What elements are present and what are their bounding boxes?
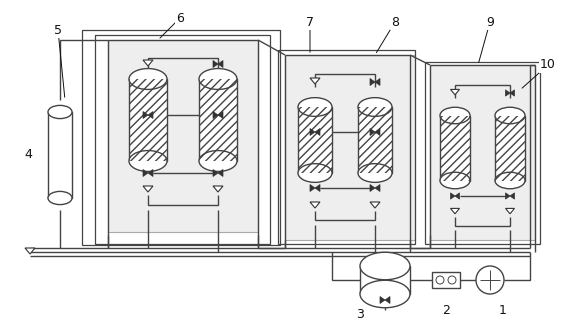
Polygon shape <box>213 60 218 68</box>
Bar <box>129 79 167 161</box>
Polygon shape <box>310 78 320 84</box>
Ellipse shape <box>48 105 72 119</box>
Bar <box>430 65 535 240</box>
Text: 6: 6 <box>176 11 184 24</box>
Polygon shape <box>506 208 515 214</box>
Bar <box>199 79 237 161</box>
Polygon shape <box>450 193 455 199</box>
Ellipse shape <box>199 69 237 89</box>
Bar <box>440 115 470 180</box>
Ellipse shape <box>129 150 167 172</box>
Polygon shape <box>143 111 148 119</box>
Ellipse shape <box>129 69 167 89</box>
Polygon shape <box>310 185 315 191</box>
Ellipse shape <box>495 107 525 124</box>
Circle shape <box>448 276 456 284</box>
Bar <box>495 115 525 180</box>
Circle shape <box>476 266 504 294</box>
Bar <box>285 55 415 240</box>
Ellipse shape <box>298 98 332 116</box>
Polygon shape <box>375 79 380 85</box>
Text: 3: 3 <box>356 308 364 321</box>
Polygon shape <box>450 89 459 95</box>
Ellipse shape <box>358 98 392 116</box>
Polygon shape <box>213 170 218 176</box>
Polygon shape <box>370 185 375 191</box>
Polygon shape <box>370 202 380 208</box>
Polygon shape <box>510 90 515 96</box>
Bar <box>358 107 392 173</box>
Polygon shape <box>218 111 223 119</box>
Bar <box>360 266 410 294</box>
Text: 5: 5 <box>54 23 62 36</box>
Polygon shape <box>510 193 515 199</box>
Circle shape <box>436 276 444 284</box>
Polygon shape <box>375 128 380 136</box>
Bar <box>495 115 525 180</box>
Polygon shape <box>380 296 385 304</box>
Bar <box>108 40 258 232</box>
Polygon shape <box>143 186 153 192</box>
Polygon shape <box>450 208 459 214</box>
Text: 2: 2 <box>442 304 450 317</box>
Ellipse shape <box>358 164 392 182</box>
Ellipse shape <box>298 164 332 182</box>
Ellipse shape <box>360 280 410 308</box>
Polygon shape <box>148 170 153 176</box>
Ellipse shape <box>360 252 410 280</box>
Ellipse shape <box>199 150 237 172</box>
Ellipse shape <box>495 172 525 189</box>
Polygon shape <box>385 296 390 304</box>
Polygon shape <box>315 185 320 191</box>
Bar <box>298 107 332 173</box>
Ellipse shape <box>440 107 470 124</box>
Polygon shape <box>143 60 153 66</box>
Text: 1: 1 <box>499 304 507 317</box>
Polygon shape <box>375 185 380 191</box>
Polygon shape <box>315 128 320 136</box>
Polygon shape <box>370 79 375 85</box>
Polygon shape <box>370 128 375 136</box>
Polygon shape <box>506 193 510 199</box>
Polygon shape <box>143 170 148 176</box>
Ellipse shape <box>48 191 72 205</box>
Polygon shape <box>25 248 35 254</box>
Text: 9: 9 <box>486 16 494 29</box>
Bar <box>48 112 72 198</box>
Text: 8: 8 <box>391 16 399 29</box>
Bar <box>432 272 460 288</box>
Polygon shape <box>455 193 459 199</box>
Polygon shape <box>218 170 223 176</box>
Polygon shape <box>218 60 223 68</box>
Bar <box>298 107 332 173</box>
Polygon shape <box>310 128 315 136</box>
Polygon shape <box>506 90 510 96</box>
Polygon shape <box>310 202 320 208</box>
Bar <box>129 79 167 161</box>
Bar <box>440 115 470 180</box>
Text: 10: 10 <box>540 58 556 72</box>
Ellipse shape <box>440 172 470 189</box>
Text: 7: 7 <box>306 16 314 29</box>
Bar <box>199 79 237 161</box>
Text: 4: 4 <box>24 149 32 162</box>
Polygon shape <box>213 111 218 119</box>
Polygon shape <box>213 186 223 192</box>
Polygon shape <box>148 111 153 119</box>
Bar <box>358 107 392 173</box>
